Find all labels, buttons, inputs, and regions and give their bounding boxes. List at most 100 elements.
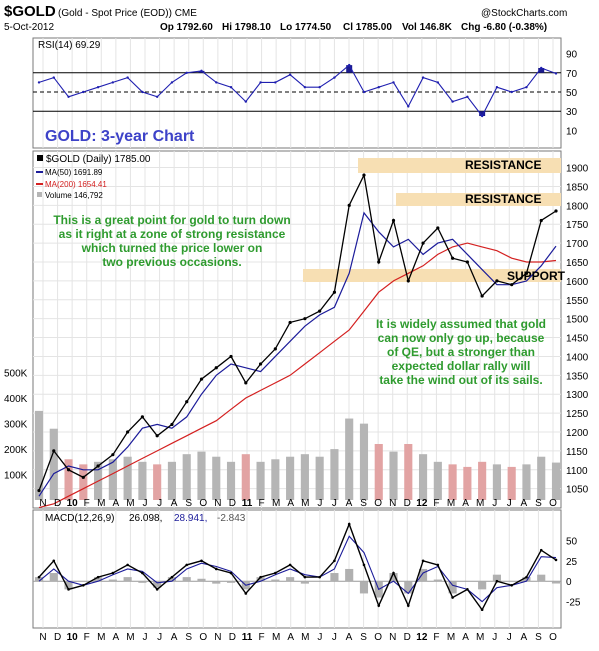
month-label-bottom: F [433, 632, 439, 643]
month-label-bottom: S [360, 632, 367, 643]
price-panel [32, 150, 562, 509]
annotation-right-line: It is widely assumed that gold [376, 317, 546, 331]
month-label-bottom: S [185, 632, 192, 643]
month-label-mid: D [404, 498, 411, 509]
macd-point [126, 563, 129, 567]
month-label-mid: M [272, 498, 280, 509]
macd-tick-label: 50 [566, 536, 578, 547]
macd-point [406, 604, 410, 607]
rsi-point [480, 114, 484, 118]
volume-bar [138, 461, 147, 500]
macd-histogram-bar [226, 581, 236, 583]
macd-histogram-bar [404, 581, 413, 594]
price-point [214, 366, 218, 370]
month-label-bottom: J [332, 632, 337, 643]
month-label-mid: J [492, 498, 497, 509]
price-tick-label: 1850 [566, 182, 589, 193]
macd-point [318, 575, 321, 579]
legend-ma50: MA(50) 1691.89 [45, 168, 103, 177]
rsi-point [554, 72, 558, 75]
macd-histogram-bar [123, 577, 132, 582]
macd-histogram-bar [153, 581, 162, 588]
price-point [273, 347, 277, 351]
annotation-left-line: as it right at a zone of strong resistan… [59, 227, 286, 241]
annotation-right-line: can now only go up, because [378, 331, 545, 345]
chart-symbol: $GOLD [4, 3, 56, 20]
month-label-mid: J [143, 498, 148, 509]
low-value: Lo 1774.50 [280, 22, 332, 33]
price-point [288, 320, 292, 325]
rsi-point [540, 66, 543, 70]
volume-bars [34, 410, 561, 500]
macd-histogram-bar [212, 581, 221, 584]
month-label-bottom: M [272, 632, 280, 643]
month-label-mid: N [214, 498, 221, 509]
price-point [451, 256, 455, 260]
volume-bar [167, 461, 177, 500]
rsi-point [141, 90, 144, 94]
macd-point [392, 571, 395, 575]
price-point [510, 283, 514, 287]
volume-bar [153, 464, 162, 500]
macd-histogram-bar [492, 574, 501, 582]
price-point [554, 209, 558, 213]
price-series [37, 173, 558, 509]
macd-point [274, 571, 277, 575]
price-point [421, 241, 425, 245]
macd-point [67, 588, 70, 591]
month-label-bottom: J [507, 632, 512, 643]
volume-bar [551, 462, 561, 500]
month-label-bottom: M [97, 632, 105, 643]
rsi-tick-label: 70 [566, 69, 578, 80]
rsi-point [170, 81, 174, 84]
volume-value: Vol 146.8K [402, 22, 453, 33]
month-label-mid: F [433, 498, 439, 509]
month-label-bottom: J [143, 632, 148, 643]
legend-price-swatch [37, 155, 43, 161]
month-label-mid: S [535, 498, 542, 509]
macd-histogram-bar [345, 568, 354, 582]
volume-bar [537, 456, 546, 500]
month-label-mid: A [462, 498, 469, 509]
month-label-bottom: N [389, 632, 396, 643]
macd-point [495, 579, 499, 583]
macd-histogram-bar [182, 577, 191, 582]
month-label-mid: O [549, 498, 557, 509]
price-point [495, 279, 499, 283]
price-tick-label: 1350 [566, 371, 589, 382]
price-point [140, 415, 144, 419]
price-tick-label: 1200 [566, 428, 589, 439]
month-label-mid: M [301, 498, 309, 509]
month-label-bottom: M [447, 632, 455, 643]
month-label-mid: F [259, 498, 265, 509]
macd-histogram-bar [49, 573, 58, 582]
rsi-overbought-fill [346, 65, 353, 73]
rsi-point [436, 81, 440, 84]
volume-bar [389, 451, 398, 500]
volume-bar [256, 461, 265, 500]
month-label-bottom: O [199, 632, 207, 643]
rsi-point [495, 86, 499, 89]
rsi-point [318, 86, 321, 89]
ma50-line [38, 211, 557, 497]
month-label-bottom: 11 [242, 632, 253, 643]
rsi-point [185, 71, 188, 75]
macd-point [480, 608, 484, 612]
rsi-point [421, 76, 425, 79]
annotation-left: This is a great point for gold to turn d… [53, 213, 290, 269]
price-tick-label: 1600 [566, 277, 589, 288]
price-point [480, 294, 484, 298]
macd-tick-label: -25 [566, 598, 581, 609]
annotation-left-line: two previous occasions. [102, 255, 241, 269]
month-label-mid: A [346, 498, 353, 509]
month-label-mid: 11 [242, 498, 253, 509]
macd-histogram-bar [551, 581, 561, 584]
month-label-bottom: J [492, 632, 497, 643]
month-label-mid: O [199, 498, 207, 509]
month-label-mid: A [113, 498, 120, 509]
month-label-bottom: N [214, 632, 221, 643]
rsi-point [111, 81, 115, 84]
credit-text: @StockCharts.com [481, 8, 567, 19]
macd-label-macd: 26.098, [129, 513, 162, 524]
rsi-point [259, 81, 262, 84]
